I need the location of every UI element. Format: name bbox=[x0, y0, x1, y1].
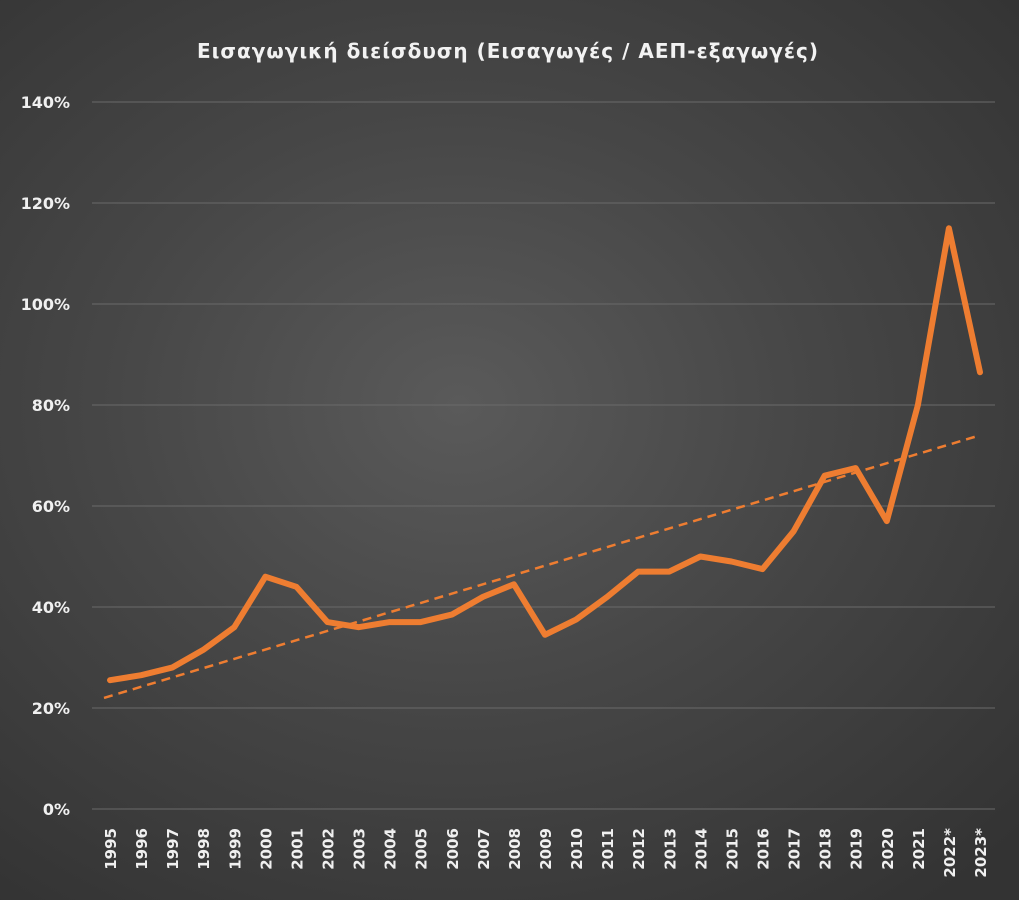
y-tick-label: 100% bbox=[21, 295, 70, 314]
x-tick-label: 1995 bbox=[102, 828, 120, 870]
data-point bbox=[884, 518, 890, 524]
y-tick-label: 0% bbox=[43, 800, 70, 819]
data-point bbox=[946, 225, 952, 231]
series-line bbox=[107, 225, 983, 684]
data-point bbox=[169, 665, 175, 671]
data-point bbox=[915, 402, 921, 408]
x-tick-label: 2010 bbox=[568, 828, 586, 870]
y-tick-label: 80% bbox=[32, 396, 70, 415]
trendline bbox=[103, 434, 981, 700]
series-group bbox=[107, 225, 983, 684]
data-point bbox=[107, 677, 113, 683]
data-point bbox=[356, 624, 362, 630]
data-point bbox=[325, 619, 330, 625]
x-tick-label: 2011 bbox=[599, 828, 617, 870]
data-point bbox=[728, 559, 734, 565]
x-tick-label: 2020 bbox=[879, 828, 897, 870]
x-tick-label: 2004 bbox=[382, 828, 400, 870]
data-point bbox=[573, 617, 579, 623]
data-point bbox=[977, 369, 983, 375]
x-tick-label: 2015 bbox=[723, 828, 741, 870]
x-tick-label: 2006 bbox=[444, 828, 462, 870]
data-point bbox=[791, 528, 797, 534]
x-tick-label: 2002 bbox=[320, 828, 338, 870]
data-point bbox=[760, 566, 765, 572]
y-tick-label: 120% bbox=[21, 194, 70, 213]
data-point bbox=[138, 672, 144, 678]
data-point bbox=[480, 594, 486, 600]
x-tick-label: 2013 bbox=[661, 828, 679, 870]
x-tick-label: 2023* bbox=[972, 828, 990, 878]
x-tick-label: 1999 bbox=[226, 828, 244, 870]
data-point bbox=[262, 574, 268, 580]
data-point bbox=[666, 569, 672, 575]
x-tick-label: 2003 bbox=[351, 828, 369, 870]
x-tick-label: 2008 bbox=[506, 828, 524, 870]
data-point bbox=[822, 473, 828, 479]
x-tick-label: 2001 bbox=[288, 828, 306, 870]
y-tick-label: 140% bbox=[21, 93, 70, 112]
data-point bbox=[542, 632, 548, 638]
x-tick-label: 2016 bbox=[755, 828, 773, 870]
x-tick-label: 2017 bbox=[786, 828, 804, 870]
x-tick-label: 2000 bbox=[257, 828, 275, 870]
data-point bbox=[853, 465, 859, 471]
x-tick-label: 2022* bbox=[941, 828, 959, 878]
data-point bbox=[200, 647, 206, 653]
y-axis-ticks: 0% 20% 40% 60% 80% 100% 120% 140% bbox=[21, 93, 70, 819]
chart-title: Εισαγωγική διείσδυση (Εισαγωγές / ΑΕΠ-εξ… bbox=[197, 39, 819, 63]
trendline-group bbox=[103, 434, 981, 700]
x-tick-label: 2012 bbox=[630, 828, 648, 870]
y-tick-label: 20% bbox=[32, 699, 70, 718]
x-tick-label: 1998 bbox=[195, 828, 213, 870]
y-tick-label: 40% bbox=[32, 598, 70, 617]
x-tick-label: 2019 bbox=[848, 828, 866, 870]
data-point bbox=[449, 612, 455, 618]
gridlines bbox=[92, 101, 995, 810]
x-tick-label: 2021 bbox=[910, 828, 928, 870]
x-tick-label: 2007 bbox=[475, 828, 493, 870]
x-tick-label: 2018 bbox=[817, 828, 835, 870]
x-tick-label: 1997 bbox=[164, 828, 182, 870]
x-tick-label: 2014 bbox=[692, 828, 710, 870]
data-point bbox=[604, 594, 610, 600]
y-tick-label: 60% bbox=[32, 497, 70, 516]
data-point bbox=[418, 619, 424, 625]
data-point bbox=[697, 554, 703, 559]
data-point bbox=[387, 619, 393, 625]
data-point bbox=[293, 584, 299, 590]
data-point bbox=[511, 581, 517, 587]
x-tick-label: 2005 bbox=[413, 828, 431, 870]
x-axis-ticks: 1995 1996 1997 1998 1999 2000 2001 2002 2003 2004… bbox=[102, 828, 990, 878]
data-point bbox=[635, 569, 641, 575]
x-tick-label: 1996 bbox=[133, 828, 151, 870]
data-point bbox=[231, 624, 237, 630]
x-tick-label: 2009 bbox=[537, 828, 555, 870]
